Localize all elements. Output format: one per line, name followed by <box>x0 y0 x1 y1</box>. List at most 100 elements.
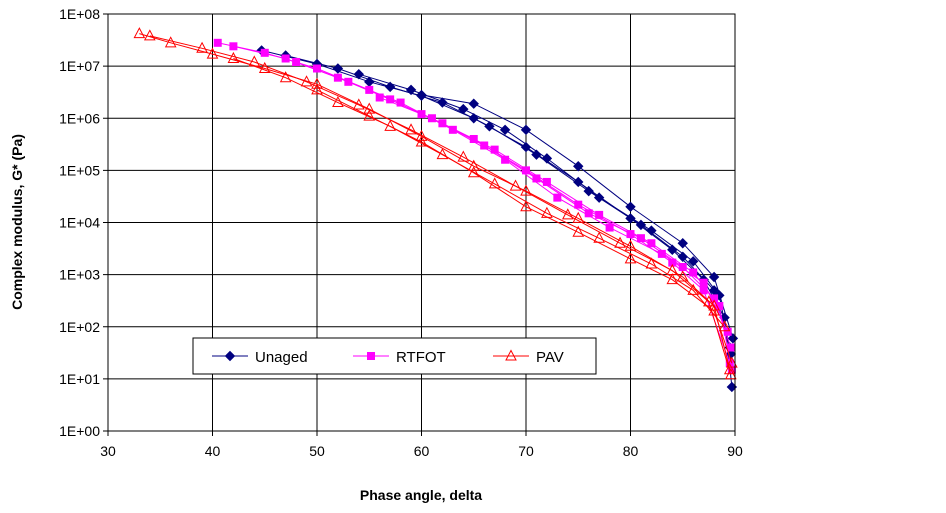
triangle-point <box>258 61 271 74</box>
triangle-point <box>572 225 585 237</box>
square-point <box>532 174 541 183</box>
triangle-point <box>206 47 219 59</box>
triangle-point <box>703 295 715 307</box>
diamond-point <box>458 103 469 115</box>
legend-item-pav <box>493 349 529 361</box>
series-line <box>149 35 732 375</box>
square-point <box>448 125 457 134</box>
triangle-point <box>572 211 585 223</box>
series-line <box>358 73 732 355</box>
x-tick-label: 70 <box>518 443 534 459</box>
diamond-point <box>687 256 699 267</box>
y-axis-title: Complex modulus, G* (Pa) <box>9 134 25 310</box>
triangle-point <box>311 77 323 89</box>
series-line <box>217 42 731 364</box>
triangle-point <box>723 363 736 375</box>
y-tick-label: 1E+03 <box>59 267 100 283</box>
diamond-point <box>416 89 427 101</box>
square-point <box>427 114 436 123</box>
triangle-point <box>196 41 208 53</box>
triangle-point <box>614 236 626 248</box>
square-point <box>699 278 708 287</box>
diamond-point <box>520 124 532 136</box>
triangle-point <box>405 123 417 135</box>
diamond-point <box>224 350 236 362</box>
triangle-point <box>227 51 240 64</box>
diamond-point <box>499 124 511 136</box>
triangle-point <box>624 239 637 251</box>
triangle-point <box>561 208 574 220</box>
square-point <box>375 93 384 102</box>
y-tick-label: 1E+07 <box>59 58 100 74</box>
legend-label-rtfot: RTFOT <box>396 349 446 366</box>
triangle-point <box>593 231 605 243</box>
diamond-point <box>646 225 657 236</box>
x-tick-label: 80 <box>623 443 639 459</box>
square-point <box>344 77 353 86</box>
square-point <box>636 234 645 243</box>
square-point <box>522 166 530 175</box>
square-point <box>501 155 510 164</box>
square-point <box>657 249 666 258</box>
triangle-point <box>509 179 522 191</box>
triangle-point <box>143 29 156 41</box>
triangle-point <box>687 283 700 295</box>
square-point <box>678 263 687 272</box>
x-tick-label: 60 <box>414 443 430 459</box>
triangle-point <box>505 349 517 361</box>
x-axis-title: Phase angle, delta <box>360 487 482 503</box>
y-tick-label: 1E+01 <box>59 371 100 387</box>
triangle-point <box>279 71 292 83</box>
square-point <box>553 193 562 202</box>
triangle-point <box>724 368 737 380</box>
diamond-point <box>353 68 365 80</box>
square-point <box>726 343 735 352</box>
triangle-point <box>352 98 365 110</box>
tick-labels: 30 40 50 60 70 80 90 1E+00 1E+01 1E+02 1E+03 1E+04 1… <box>59 6 743 459</box>
series-line <box>316 89 733 364</box>
triangle-point <box>300 75 313 87</box>
triangle-point <box>645 257 658 269</box>
y-tick-label: 1E+08 <box>59 6 100 22</box>
triangle-point <box>457 150 470 162</box>
x-tick-label: 40 <box>205 443 221 459</box>
x-tick-label: 90 <box>727 443 743 459</box>
square-point <box>229 42 238 51</box>
triangle-point <box>133 27 146 39</box>
triangle-point <box>718 320 731 332</box>
legend-item-unaged <box>212 350 248 362</box>
y-tick-label: 1E+00 <box>59 423 100 439</box>
triangle-point <box>436 148 449 160</box>
y-tick-label: 1E+02 <box>59 319 100 335</box>
triangle-point <box>467 166 480 178</box>
diamond-point <box>625 201 636 213</box>
series-line <box>421 94 734 339</box>
legend: Unaged RTFOT PAV <box>192 337 597 375</box>
diamond-point <box>573 161 584 172</box>
diamond-point <box>484 121 495 132</box>
triangle-point <box>415 135 428 147</box>
legend-item-rtfot <box>353 352 389 360</box>
diamond-point <box>708 271 720 283</box>
triangle-point <box>311 83 323 95</box>
square-point <box>584 209 593 218</box>
triangle-point <box>666 273 679 285</box>
diamond-point <box>405 84 417 96</box>
triangle-point <box>488 177 501 189</box>
diamond-point <box>468 98 479 109</box>
triangle-point <box>467 159 480 171</box>
square-point <box>723 327 732 336</box>
triangle-point <box>520 200 532 212</box>
triangle-point <box>708 304 720 316</box>
triangle-point <box>363 109 376 121</box>
square-point <box>605 223 614 232</box>
diamond-point <box>583 185 594 197</box>
y-tick-label: 1E+06 <box>59 110 100 126</box>
square-point <box>281 54 290 63</box>
square-point <box>292 57 301 66</box>
legend-label-unaged: Unaged <box>255 349 308 366</box>
diamond-point <box>593 192 605 203</box>
diamond-point <box>332 63 344 74</box>
